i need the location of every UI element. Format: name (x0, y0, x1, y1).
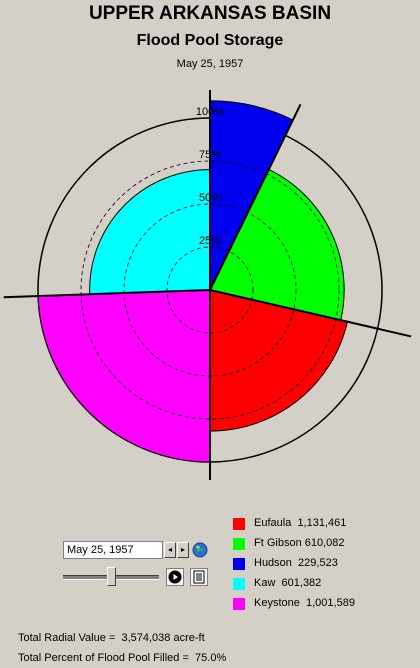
previous-date-button[interactable]: ◂ (164, 542, 176, 558)
total-radial-value: 3,574,038 acre-ft (121, 632, 205, 644)
legend-name-eufaula: Eufaula (254, 517, 292, 529)
radial-tick-100: 100% (196, 106, 224, 118)
total-percent-line: Total Percent of Flood Pool Filled = 75.… (18, 648, 226, 668)
next-date-button[interactable]: ▸ (177, 542, 189, 558)
totals: Total Radial Value = 3,574,038 acre-ft T… (18, 628, 226, 668)
wedge-kaw (89, 169, 211, 295)
legend-value-kaw: 601,382 (281, 577, 322, 589)
legend-name-kaw: Kaw (254, 577, 276, 589)
polar-chart: 25% 50% 75% 100% (3, 90, 412, 480)
total-radial-line: Total Radial Value = 3,574,038 acre-ft (18, 628, 226, 648)
total-percent-label: Total Percent of Flood Pool Filled = (18, 652, 189, 664)
boundary-line-0 (209, 289, 412, 338)
date-input[interactable]: May 25, 1957 (63, 541, 163, 559)
legend-swatch-keystone (233, 598, 245, 610)
report-button[interactable] (190, 568, 208, 586)
radial-tick-50: 50% (199, 192, 221, 204)
play-button[interactable] (166, 568, 184, 586)
wedge-keystone (37, 289, 211, 463)
page-title: UPPER ARKANSAS BASIN (88, 3, 332, 24)
legend-swatch-kaw (233, 578, 245, 590)
ring-25 (166, 246, 254, 334)
legend-value-hudson: 229,523 (298, 557, 338, 569)
legend-value-ft-gibson: 610,082 (304, 537, 345, 549)
legend-swatch-hudson (233, 558, 245, 570)
legend-swatch-eufaula (233, 518, 245, 530)
report-icon (193, 570, 205, 584)
play-icon (168, 570, 182, 584)
boundary-line-2 (3, 289, 211, 299)
legend-swatch-ft-gibson (233, 538, 245, 550)
legend-name-keystone: Keystone (254, 597, 300, 609)
page-subtitle: Flood Pool Storage (136, 32, 284, 49)
boundary-line-4 (209, 104, 302, 291)
wedge-eufaula (209, 289, 349, 432)
legend-name-hudson: Hudson (254, 557, 292, 569)
date-slider-thumb[interactable] (107, 567, 116, 586)
legend-value-keystone: 1,001,589 (306, 597, 355, 609)
radial-tick-75: 75% (199, 149, 221, 161)
legend-name-ft-gibson: Ft Gibson (254, 537, 302, 549)
wedge-ft-gibson (209, 168, 345, 321)
total-radial-label: Total Radial Value = (18, 632, 116, 644)
globe-icon[interactable] (192, 542, 208, 558)
ring-75 (80, 160, 340, 420)
date-label: May 25, 1957 (176, 58, 244, 70)
total-percent-value: 75.0% (195, 652, 227, 664)
legend-value-eufaula: 1,131,461 (297, 517, 347, 529)
radial-tick-25: 25% (199, 235, 221, 247)
